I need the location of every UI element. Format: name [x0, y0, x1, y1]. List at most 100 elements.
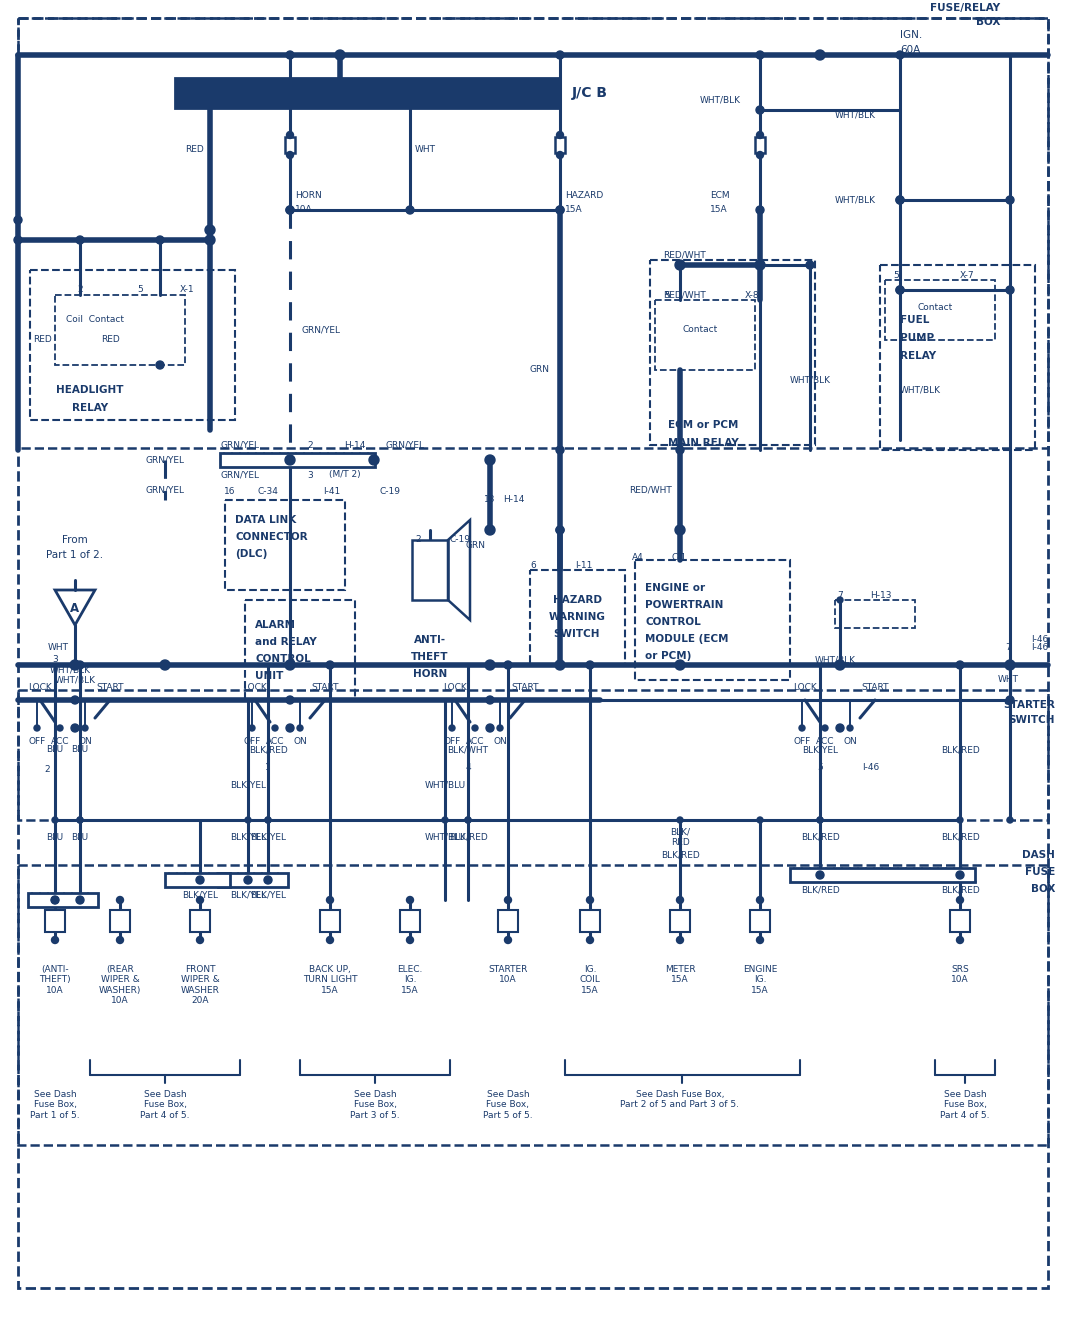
- Circle shape: [76, 236, 84, 244]
- Text: WHT: WHT: [47, 643, 69, 652]
- Text: 2: 2: [308, 440, 313, 449]
- Circle shape: [678, 817, 683, 822]
- Text: CONTROL: CONTROL: [255, 654, 311, 664]
- Text: ECM or PCM: ECM or PCM: [668, 420, 739, 430]
- Circle shape: [556, 206, 564, 214]
- Bar: [950, 909, 970, 932]
- Bar: [190, 909, 210, 932]
- Text: HORN: HORN: [413, 670, 447, 679]
- Text: RED/WHT: RED/WHT: [664, 250, 706, 260]
- Circle shape: [836, 724, 844, 731]
- Text: MAIN RELAY: MAIN RELAY: [668, 438, 739, 448]
- Text: DATA LINK: DATA LINK: [235, 515, 296, 525]
- Text: WHT/BLK: WHT/BLK: [899, 385, 940, 394]
- Circle shape: [465, 817, 471, 822]
- Circle shape: [327, 937, 333, 944]
- Circle shape: [70, 660, 80, 670]
- Bar: [412, 540, 448, 600]
- Text: 13: 13: [485, 496, 495, 505]
- Text: I-41: I-41: [324, 488, 341, 497]
- Text: GRN/YEL: GRN/YEL: [386, 440, 425, 449]
- Circle shape: [265, 817, 271, 822]
- Text: START: START: [511, 684, 539, 692]
- Circle shape: [896, 51, 904, 59]
- Text: C-19: C-19: [450, 535, 471, 544]
- Circle shape: [1006, 696, 1014, 704]
- Text: 2: 2: [44, 766, 49, 775]
- Bar: [30, 270, 235, 420]
- Text: BLK/RED: BLK/RED: [801, 833, 839, 841]
- Text: LOCK: LOCK: [243, 684, 267, 692]
- Text: ANTI-: ANTI-: [414, 635, 446, 645]
- Circle shape: [71, 724, 79, 731]
- Circle shape: [245, 817, 251, 822]
- Circle shape: [896, 196, 904, 204]
- Circle shape: [586, 896, 594, 904]
- Text: GRN/YEL: GRN/YEL: [221, 471, 259, 480]
- Circle shape: [1007, 817, 1013, 822]
- Text: PUMP: PUMP: [900, 333, 934, 343]
- Text: 15A: 15A: [710, 206, 728, 215]
- Text: 16: 16: [224, 488, 236, 497]
- Text: ENGINE
IG.
15A: ENGINE IG. 15A: [743, 965, 777, 995]
- Circle shape: [1006, 286, 1014, 294]
- Circle shape: [465, 817, 471, 822]
- Text: HAZARD: HAZARD: [565, 191, 604, 199]
- Bar: [55, 295, 185, 365]
- Text: From: From: [62, 535, 88, 546]
- Bar: [45, 909, 65, 932]
- Text: FUSE: FUSE: [1025, 867, 1055, 876]
- Circle shape: [264, 876, 272, 884]
- Text: SWITCH: SWITCH: [1009, 714, 1055, 725]
- Text: BLK/YEL: BLK/YEL: [230, 833, 266, 841]
- Text: WHT: WHT: [415, 145, 436, 154]
- Text: BLK/
RED: BLK/ RED: [670, 828, 690, 846]
- Text: (DLC): (DLC): [235, 550, 267, 559]
- Text: I-46: I-46: [1031, 635, 1048, 645]
- Text: 3: 3: [53, 655, 58, 664]
- Bar: [225, 500, 345, 590]
- Circle shape: [896, 286, 904, 294]
- Text: RED: RED: [101, 336, 119, 344]
- Text: BLK/RED: BLK/RED: [801, 886, 839, 895]
- Bar: [18, 865, 1048, 1145]
- Text: ACC: ACC: [816, 738, 834, 746]
- Bar: [635, 560, 790, 680]
- Text: ON: ON: [493, 738, 507, 746]
- Circle shape: [406, 937, 414, 944]
- Text: BLK/YEL: BLK/YEL: [230, 780, 266, 789]
- Circle shape: [486, 724, 494, 731]
- Circle shape: [265, 817, 271, 822]
- Circle shape: [196, 937, 204, 944]
- Bar: [321, 909, 340, 932]
- Circle shape: [756, 105, 764, 113]
- Circle shape: [806, 261, 814, 269]
- Text: WHT/BLK: WHT/BLK: [50, 666, 91, 675]
- Text: ENGINE or: ENGINE or: [645, 583, 705, 593]
- Bar: [555, 137, 565, 153]
- Text: BLU: BLU: [46, 833, 63, 841]
- Bar: [175, 78, 560, 108]
- Circle shape: [676, 445, 684, 453]
- Circle shape: [757, 896, 763, 904]
- Circle shape: [837, 597, 843, 604]
- Bar: [245, 600, 355, 700]
- Text: RED/WHT: RED/WHT: [628, 485, 671, 494]
- Bar: [885, 279, 995, 340]
- Text: 5: 5: [893, 270, 898, 279]
- Bar: [18, 18, 1048, 448]
- Text: ALARM: ALARM: [255, 619, 296, 630]
- Circle shape: [757, 152, 763, 158]
- Circle shape: [799, 725, 805, 731]
- Circle shape: [472, 725, 478, 731]
- Circle shape: [956, 662, 964, 670]
- Circle shape: [249, 725, 255, 731]
- Text: See Dash
Fuse Box,
Part 5 of 5.: See Dash Fuse Box, Part 5 of 5.: [483, 1090, 533, 1120]
- Circle shape: [675, 260, 685, 270]
- Text: 2: 2: [415, 535, 421, 544]
- Text: IG.
COIL
15A: IG. COIL 15A: [580, 965, 600, 995]
- Text: WHT/BLK: WHT/BLK: [790, 376, 831, 385]
- Text: POWERTRAIN: POWERTRAIN: [645, 600, 724, 610]
- Text: GRN/YEL: GRN/YEL: [146, 485, 184, 494]
- Circle shape: [442, 817, 448, 822]
